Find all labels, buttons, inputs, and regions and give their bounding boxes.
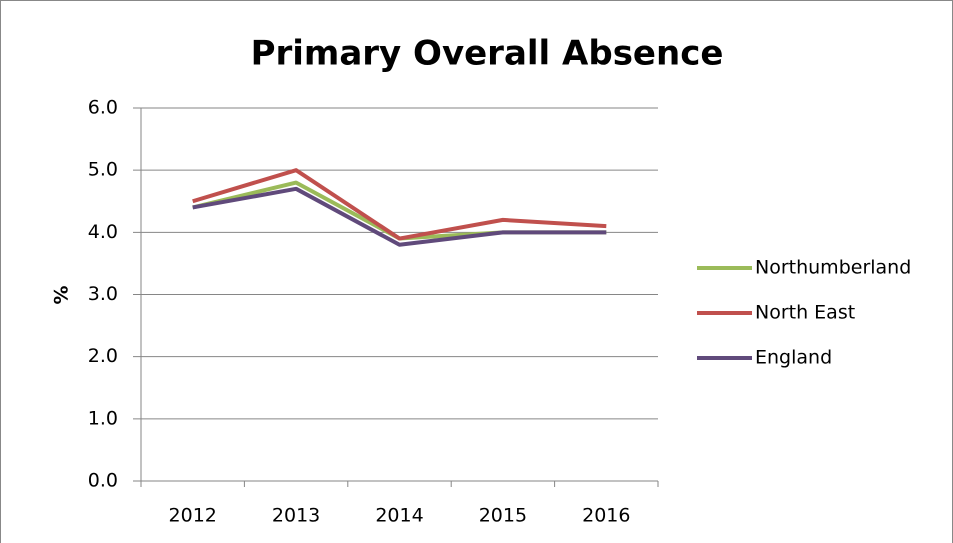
y-tick-label: 3.0: [88, 283, 118, 305]
x-tick-label: 2014: [375, 505, 423, 527]
x-tick-label: 2016: [582, 505, 630, 527]
x-tick-label: 2015: [479, 505, 527, 527]
legend-label: England: [755, 347, 832, 369]
y-tick-label: 2.0: [88, 345, 118, 367]
series-line: [192, 186, 607, 247]
series-line: [192, 168, 607, 241]
y-tick-label: 0.0: [88, 470, 118, 492]
legend-label: Northumberland: [755, 257, 911, 279]
x-tick-label: 2012: [169, 505, 217, 527]
y-tick-label: 4.0: [88, 221, 118, 243]
y-tick-label: 5.0: [88, 159, 118, 181]
y-tick-label: 6.0: [88, 97, 118, 119]
x-tick-label: 2013: [272, 505, 320, 527]
y-tick-label: 1.0: [88, 407, 118, 429]
legend-label: North East: [755, 302, 855, 324]
chart-title: Primary Overall Absence: [251, 34, 724, 74]
y-axis-label: %: [51, 285, 73, 304]
